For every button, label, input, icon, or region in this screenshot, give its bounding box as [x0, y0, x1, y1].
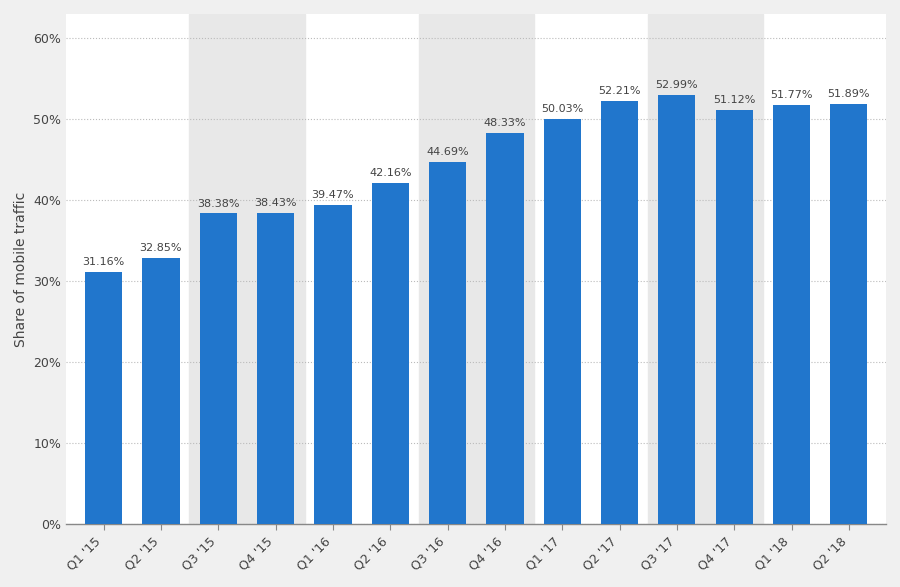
- Bar: [658, 95, 696, 524]
- Text: 39.47%: 39.47%: [311, 190, 355, 200]
- Text: 31.16%: 31.16%: [83, 257, 125, 267]
- Bar: [773, 105, 810, 524]
- Text: 52.21%: 52.21%: [598, 86, 641, 96]
- Bar: [372, 183, 409, 524]
- Bar: [200, 214, 237, 524]
- Bar: [314, 204, 352, 524]
- Text: 51.89%: 51.89%: [828, 89, 870, 99]
- Bar: [486, 133, 524, 524]
- Bar: [85, 272, 122, 524]
- Bar: [142, 258, 179, 524]
- Bar: [648, 14, 763, 524]
- Text: 32.85%: 32.85%: [140, 244, 182, 254]
- Text: 48.33%: 48.33%: [483, 118, 526, 128]
- Bar: [716, 110, 752, 524]
- Bar: [544, 119, 580, 524]
- Text: 51.77%: 51.77%: [770, 90, 813, 100]
- Bar: [601, 102, 638, 524]
- Bar: [830, 104, 868, 524]
- Text: 44.69%: 44.69%: [427, 147, 469, 157]
- Text: 42.16%: 42.16%: [369, 168, 411, 178]
- Bar: [256, 213, 294, 524]
- Text: 51.12%: 51.12%: [713, 95, 755, 105]
- Y-axis label: Share of mobile traffic: Share of mobile traffic: [14, 191, 28, 347]
- Text: 52.99%: 52.99%: [655, 80, 698, 90]
- Text: 38.38%: 38.38%: [197, 198, 239, 208]
- Bar: [418, 14, 534, 524]
- Text: 38.43%: 38.43%: [255, 198, 297, 208]
- Text: 50.03%: 50.03%: [541, 104, 583, 114]
- Bar: [189, 14, 304, 524]
- Bar: [429, 162, 466, 524]
